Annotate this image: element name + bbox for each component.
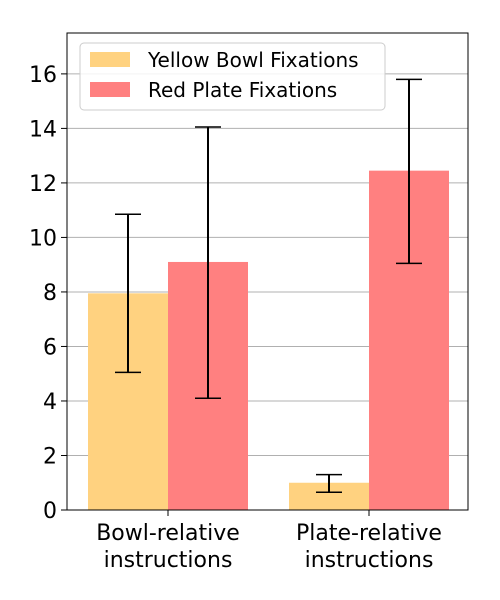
y-axis-ticks: 0 2 4 6 8 10 12 14 16 <box>29 63 67 524</box>
error-bar-series-1-cat-0 <box>195 126 221 399</box>
y-tick-label: 10 <box>29 226 57 251</box>
y-tick-label: 16 <box>29 63 57 88</box>
error-bar-series-0-cat-0 <box>115 213 141 374</box>
legend: Yellow Bowl Fixations Red Plate Fixation… <box>79 42 386 111</box>
legend-box <box>79 42 386 111</box>
y-tick-label: 12 <box>29 172 57 197</box>
legend-swatch-red-plate <box>90 82 130 97</box>
legend-swatch-yellow-bowl <box>90 52 130 67</box>
error-bars <box>115 78 422 494</box>
y-tick-label: 6 <box>43 335 57 360</box>
y-tick-label: 0 <box>43 499 57 524</box>
legend-label-yellow-bowl: Yellow Bowl Fixations <box>147 48 359 72</box>
legend-label-red-plate: Red Plate Fixations <box>148 78 337 102</box>
y-tick-label: 2 <box>43 444 57 469</box>
plot-frame <box>66 32 469 511</box>
error-bar-series-0-cat-1 <box>316 473 342 494</box>
y-tick-label: 8 <box>43 281 57 306</box>
x-tick-label: Bowl-relative instructions <box>96 521 240 573</box>
x-tick-label: Plate-relative instructions <box>296 521 442 573</box>
error-bar-series-1-cat-1 <box>396 78 422 265</box>
x-axis-ticks: Bowl-relative instructions Plate-relative i… <box>96 510 442 573</box>
bars <box>88 170 449 511</box>
y-tick-label: 4 <box>43 390 57 415</box>
y-tick-label: 14 <box>29 117 57 142</box>
